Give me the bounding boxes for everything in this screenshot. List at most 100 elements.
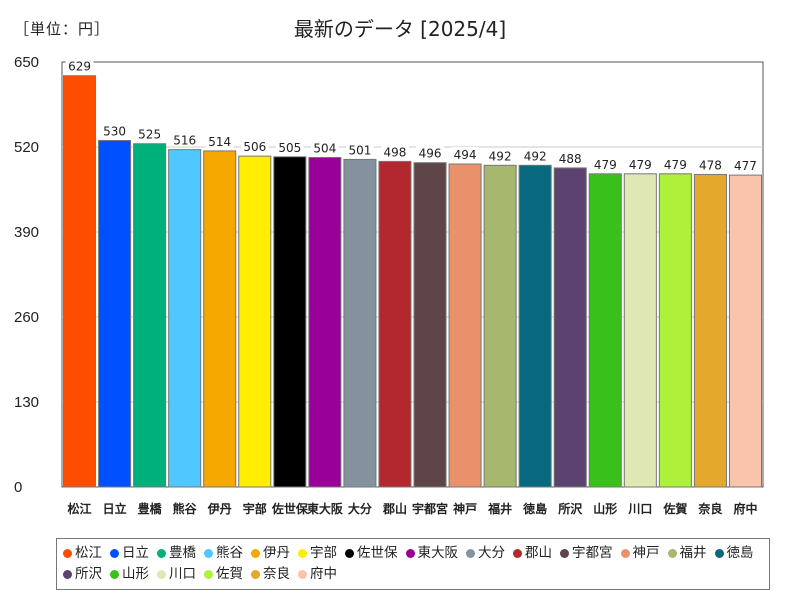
bar xyxy=(518,164,552,488)
value-label: 479 xyxy=(629,158,652,172)
value-label-bg xyxy=(135,126,164,141)
category-label: 佐世保 xyxy=(271,501,309,516)
bar xyxy=(553,167,587,488)
legend-item: 福井 xyxy=(667,543,707,564)
legend-label: 福井 xyxy=(679,545,707,561)
value-label-bg xyxy=(591,156,620,171)
legend-item: 奈良 xyxy=(251,564,290,585)
bar xyxy=(483,164,517,488)
legend-item: 山形 xyxy=(110,564,149,585)
legend-label: 奈良 xyxy=(263,566,290,582)
bar xyxy=(168,149,202,488)
value-label: 530 xyxy=(103,124,126,138)
value-label-bg xyxy=(696,157,725,172)
bar xyxy=(448,163,482,488)
legend-item: 松江 xyxy=(63,543,102,564)
value-label-bg xyxy=(170,132,199,147)
bar xyxy=(308,156,342,488)
legend-label: 東大阪 xyxy=(417,545,459,561)
value-label: 496 xyxy=(419,147,442,161)
legend-item: 徳島 xyxy=(714,543,754,564)
bar xyxy=(623,173,657,488)
legend-label: 川口 xyxy=(169,566,196,582)
category-label: 郡山 xyxy=(382,501,407,516)
value-label: 492 xyxy=(524,149,547,163)
bar xyxy=(63,75,97,488)
value-label: 514 xyxy=(208,135,231,149)
bar xyxy=(343,158,377,488)
value-label-bg xyxy=(556,150,585,165)
y-tick-label: 130 xyxy=(14,394,39,411)
bar xyxy=(133,143,167,488)
bar xyxy=(203,150,237,488)
legend-label: 郡山 xyxy=(525,545,552,561)
legend-item: 川口 xyxy=(157,564,196,585)
legend-marker xyxy=(345,549,354,558)
legend-item: 府中 xyxy=(298,564,337,585)
value-label-bg xyxy=(100,123,129,138)
y-tick-label: 390 xyxy=(14,224,39,241)
category-label: 松江 xyxy=(68,501,92,516)
legend-marker xyxy=(110,549,119,558)
bar xyxy=(693,173,727,488)
legend-marker xyxy=(204,549,213,558)
category-label: 大分 xyxy=(348,501,372,516)
legend-label: 大分 xyxy=(478,545,505,561)
value-label: 477 xyxy=(734,159,757,173)
y-tick-label: 650 xyxy=(14,54,39,71)
bar xyxy=(238,155,272,488)
legend-item: 神戸 xyxy=(620,543,660,564)
legend-label: 熊谷 xyxy=(216,545,243,561)
legend-item: 東大阪 xyxy=(405,543,459,564)
category-label: 奈良 xyxy=(697,501,722,516)
value-label: 629 xyxy=(68,60,91,74)
plot-area xyxy=(61,61,764,488)
value-label-bg xyxy=(731,158,760,173)
legend-label: 伊丹 xyxy=(263,545,290,561)
bar xyxy=(588,173,622,488)
legend-marker xyxy=(63,570,72,579)
legend-marker xyxy=(620,549,630,558)
legend-label: 山形 xyxy=(122,566,149,582)
legend-item: 熊谷 xyxy=(204,543,243,564)
legend-label: 宇部 xyxy=(310,545,337,561)
legend-item: 佐世保 xyxy=(345,543,398,564)
value-label: 506 xyxy=(243,140,266,154)
legend-marker xyxy=(513,549,522,558)
value-label: 479 xyxy=(664,158,687,172)
legend-item: 大分 xyxy=(466,543,505,564)
category-label: 徳島 xyxy=(522,501,547,516)
category-label: 宇都宮 xyxy=(412,501,448,516)
category-label: 山形 xyxy=(593,501,617,516)
legend: 松江 日立 豊橋 熊谷 伊丹 宇部 佐世保 東大阪 大分 郡山 宇都宮 神戸 福井 徳島 所沢 山形 川口 佐賀 奈… xyxy=(56,538,770,590)
legend-marker xyxy=(157,570,166,579)
category-label: 東大阪 xyxy=(307,501,344,516)
legend-label: 神戸 xyxy=(632,545,660,561)
legend-marker xyxy=(466,549,475,558)
value-label: 504 xyxy=(313,141,336,155)
category-label: 豊橋 xyxy=(138,501,163,516)
unit-label: ［単位：円］ xyxy=(14,20,111,38)
value-label-bg xyxy=(275,139,304,154)
value-label-bg xyxy=(521,148,550,163)
legend-marker xyxy=(110,570,119,579)
legend-marker xyxy=(204,570,213,579)
value-label-bg xyxy=(205,133,234,148)
legend-label: 豊橋 xyxy=(169,545,196,561)
y-tick-label: 0 xyxy=(14,479,22,496)
value-label: 479 xyxy=(594,158,617,172)
category-label: 府中 xyxy=(733,501,757,516)
value-label: 478 xyxy=(699,158,722,172)
bar xyxy=(378,160,412,488)
y-tick-label: 520 xyxy=(14,139,39,156)
legend-label: 松江 xyxy=(75,545,102,561)
value-label-bg xyxy=(380,144,409,159)
bar xyxy=(273,156,307,488)
legend-marker xyxy=(157,549,166,558)
value-label: 516 xyxy=(173,134,196,148)
value-label: 525 xyxy=(138,128,161,142)
legend-marker xyxy=(251,570,260,579)
bar xyxy=(658,173,692,488)
legend-marker xyxy=(405,549,415,558)
